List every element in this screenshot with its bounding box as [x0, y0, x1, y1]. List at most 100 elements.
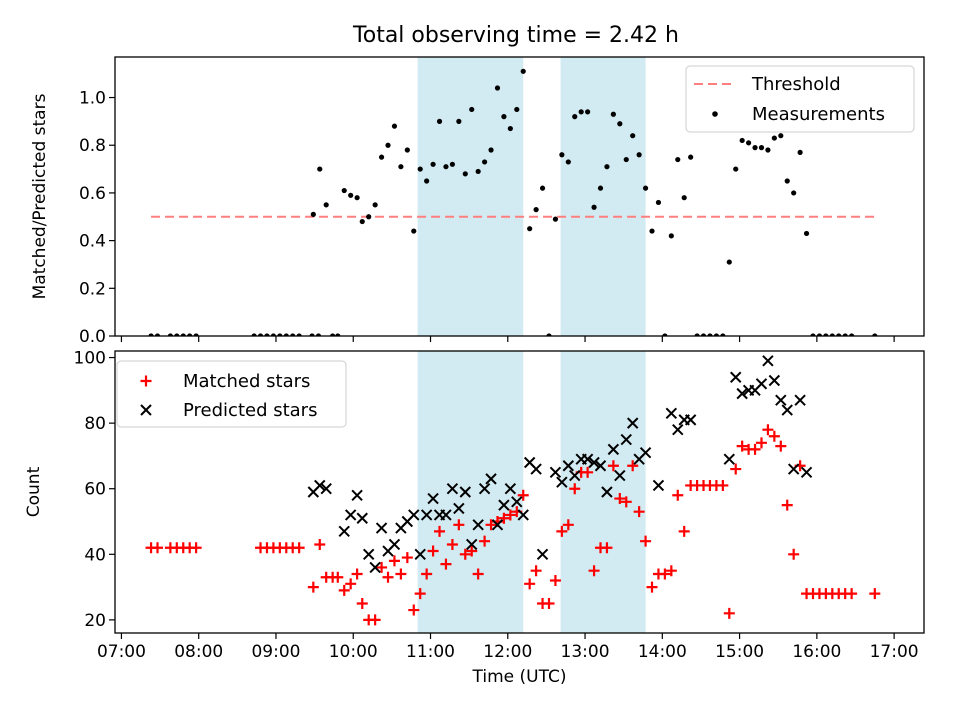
matched-star-point: [640, 535, 652, 547]
measurement-point: [733, 166, 739, 172]
predicted-star-point: [620, 433, 632, 446]
predicted-star-point: [517, 509, 529, 521]
predicted-star-point: [569, 469, 581, 482]
matched-star-point: [633, 506, 645, 518]
predicted-star-point: [665, 407, 678, 420]
measurement-point: [398, 164, 404, 170]
measurement-point: [411, 228, 417, 234]
matched-star-point: [453, 519, 465, 531]
predicted-star-point: [755, 378, 768, 390]
measurement-point: [552, 216, 559, 222]
predicted-star-point: [338, 525, 350, 538]
matched-star-point: [434, 525, 446, 537]
measurement-point: [488, 147, 494, 153]
matched-star-point: [293, 542, 305, 554]
predicted-star-point: [730, 371, 742, 383]
legend-top: Threshold Measurements: [685, 65, 915, 133]
matched-star-point: [749, 443, 761, 455]
measurement-point: [533, 207, 539, 213]
predicted-star-point: [588, 456, 600, 469]
y-tick-label: 0.4: [79, 232, 106, 252]
matched-star-point: [646, 581, 658, 593]
matched-star-point: [717, 479, 729, 491]
measurement-point: [765, 147, 771, 153]
measurement-point: [758, 145, 765, 151]
matched-star-point: [524, 578, 536, 590]
matched-star-point: [788, 548, 800, 560]
predicted-star-point: [736, 387, 748, 400]
matched-star-point: [332, 571, 344, 583]
measurement-point: [317, 166, 323, 172]
measurement-point: [655, 199, 662, 206]
matched-star-point: [376, 561, 388, 573]
matched-star-point: [620, 496, 632, 508]
matched-star-point: [485, 519, 497, 531]
matched-star-point: [665, 565, 677, 577]
matched-star-point: [781, 499, 793, 511]
predicted-star-point: [614, 469, 626, 482]
measurement-point: [323, 202, 329, 208]
predicted-star-point: [427, 492, 439, 505]
matched-star-point: [408, 604, 420, 616]
measurement-point: [688, 154, 694, 160]
measurement-point: [514, 106, 520, 113]
predicted-star-point: [536, 548, 549, 561]
x-tick-label: 14:00: [638, 642, 687, 662]
matched-star-point: [517, 489, 529, 501]
matched-star-point: [562, 519, 574, 531]
predicted-star-point: [601, 486, 613, 498]
y-tick-label: 1.0: [79, 89, 106, 109]
predicted-star-point: [485, 473, 497, 485]
measurement-point: [436, 118, 443, 124]
predicted-star-point: [420, 509, 433, 521]
predicted-star-point: [768, 374, 781, 387]
measurement-point: [462, 171, 468, 177]
matched-star-point: [314, 538, 326, 550]
shaded-span: [417, 57, 524, 336]
x-tick-label: 10:00: [329, 642, 378, 662]
matched-star-point: [427, 545, 439, 557]
measurement-point: [636, 152, 642, 158]
x-tick-label: 13:00: [561, 642, 610, 662]
predicted-star-point: [549, 466, 562, 479]
predicted-star-point: [723, 453, 735, 465]
predicted-star-point: [478, 483, 491, 495]
predicted-star-point: [556, 476, 568, 488]
y-tick-label: 100: [74, 349, 106, 369]
matched-star-point: [356, 597, 368, 609]
x-tick-label: 09:00: [251, 642, 300, 662]
predicted-star-point: [562, 460, 575, 472]
predicted-star-point: [581, 453, 594, 465]
matched-star-point: [151, 542, 163, 554]
measurement-point: [482, 159, 488, 165]
x-tick-label: 11:00: [406, 642, 455, 662]
matched-star-point: [382, 571, 394, 583]
matched-star-point: [614, 493, 626, 505]
measurement-point: [739, 137, 745, 144]
y-tick-label: 80: [84, 414, 106, 434]
matched-star-point: [627, 460, 639, 472]
predicted-star-point: [800, 466, 813, 479]
x-tick-label: 12:00: [483, 642, 532, 662]
predicted-star-point: [388, 538, 401, 551]
measurement-point: [404, 147, 410, 153]
matched-star-point: [446, 538, 458, 550]
axes-frame: [114, 350, 925, 634]
measurement-point: [391, 123, 398, 129]
predicted-star-point: [775, 394, 787, 406]
y-tick-label: 0.6: [79, 184, 106, 204]
legend-predicted-label: Predicted stars: [183, 400, 317, 421]
predicted-star-point: [504, 483, 517, 495]
matched-star-point: [440, 558, 452, 570]
predicted-star-point: [498, 499, 510, 511]
measurement-point: [591, 204, 597, 210]
matched-star-point: [459, 548, 471, 560]
matched-star-point: [775, 440, 787, 452]
legend-measurements-label: Measurements: [752, 104, 885, 125]
y-tick-label: 0.2: [79, 279, 106, 299]
predicted-star-point: [530, 463, 542, 475]
matched-star-point: [672, 489, 684, 501]
measurement-point: [559, 152, 565, 158]
measurement-point: [424, 178, 430, 184]
predicted-star-point: [440, 509, 452, 521]
